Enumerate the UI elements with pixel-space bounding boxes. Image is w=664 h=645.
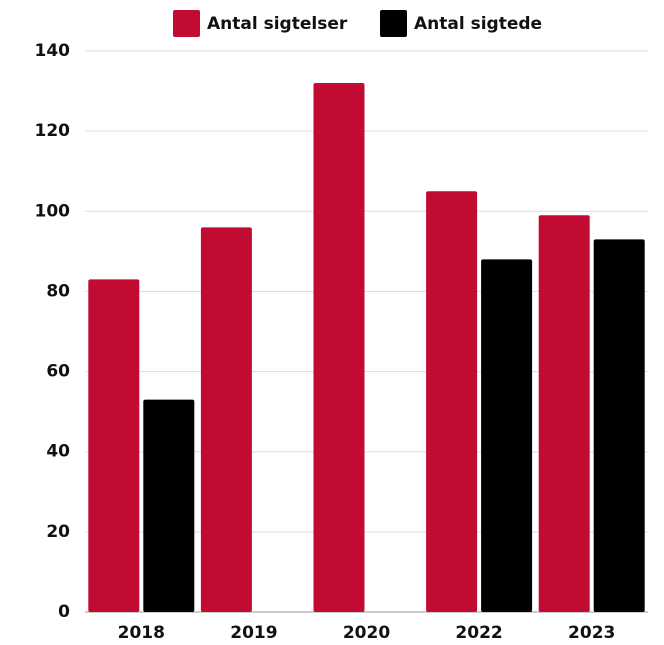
y-tick-label: 140 [35, 41, 71, 61]
bar [426, 191, 478, 612]
legend-label: Antal sigtede [414, 14, 542, 34]
y-tick-label: 40 [46, 442, 70, 462]
bar [481, 259, 533, 612]
legend-swatch [380, 10, 407, 37]
bar [88, 279, 140, 612]
legend-swatch [173, 10, 200, 37]
bar [313, 83, 365, 613]
bar [593, 239, 645, 613]
y-tick-label: 60 [46, 362, 70, 382]
legend-label: Antal sigtelser [207, 14, 348, 34]
x-tick-label: 2018 [118, 623, 165, 643]
y-tick-label: 80 [46, 281, 70, 301]
x-tick-label: 2023 [568, 623, 615, 643]
bar [200, 227, 252, 613]
y-tick-label: 0 [58, 602, 70, 622]
y-tick-label: 120 [35, 121, 71, 141]
bar [143, 399, 195, 612]
y-tick-label: 20 [46, 522, 70, 542]
x-tick-label: 2022 [455, 623, 502, 643]
y-tick-label: 100 [35, 201, 71, 221]
bar [538, 215, 590, 613]
x-tick-label: 2020 [343, 623, 390, 643]
x-tick-label: 2019 [230, 623, 277, 643]
